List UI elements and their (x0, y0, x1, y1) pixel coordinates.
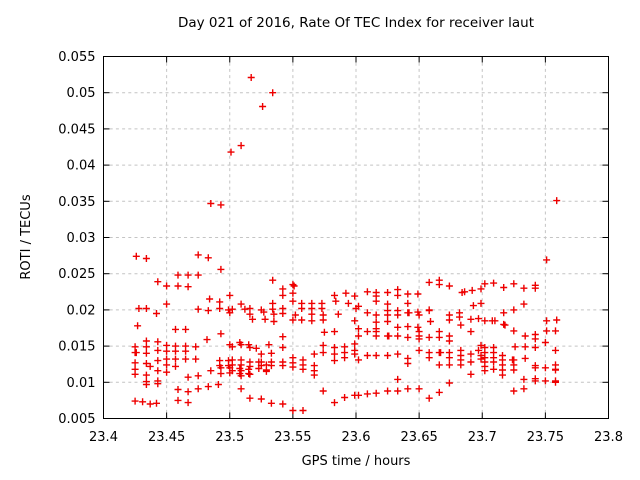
x-tick-label: 23.4 (89, 430, 118, 445)
grid-layer (103, 56, 609, 419)
y-tick-label: 0.055 (58, 50, 95, 65)
x-tick-label: 23.7 (468, 430, 497, 445)
chart-title: Day 021 of 2016, Rate Of TEC Index for r… (178, 15, 534, 31)
y-tick-label: 0.04 (67, 159, 96, 174)
y-axis-label: ROTI / TECUs (19, 194, 34, 279)
y-tick-label: 0.02 (67, 303, 96, 318)
x-tick-label: 23.75 (527, 430, 564, 445)
y-tick-label: 0.035 (58, 195, 95, 210)
x-tick-label: 23.6 (342, 430, 371, 445)
y-tick-label: 0.03 (67, 231, 96, 246)
y-tick-label: 0.015 (58, 340, 95, 355)
y-tick-label: 0.005 (58, 412, 95, 427)
y-tick-label: 0.045 (58, 122, 95, 137)
y-tick-label: 0.05 (67, 86, 96, 101)
axis-layer: 23.4 23.45 23.5 23.55 23.6 23.65 23.7 23.75 23.8… (58, 50, 623, 445)
y-tick-label: 0.01 (67, 376, 96, 391)
y-tick-label: 0.025 (58, 267, 95, 282)
x-tick-label: 23.45 (148, 430, 185, 445)
data-point-markers (131, 74, 561, 414)
x-tick-label: 23.8 (594, 430, 623, 445)
data-points-layer (131, 74, 561, 414)
x-tick-label: 23.5 (215, 430, 244, 445)
x-tick-label: 23.65 (401, 430, 438, 445)
x-axis-label: GPS time / hours (302, 454, 411, 469)
x-tick-label: 23.55 (274, 430, 311, 445)
